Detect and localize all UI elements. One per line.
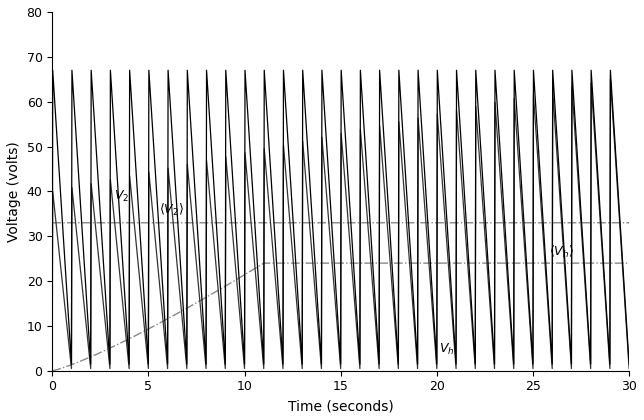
Y-axis label: Voltage (volts): Voltage (volts) xyxy=(7,141,21,242)
X-axis label: Time (seconds): Time (seconds) xyxy=(288,399,393,413)
Text: $V_h$: $V_h$ xyxy=(439,342,454,357)
Text: $\langle V_2 \rangle$: $\langle V_2 \rangle$ xyxy=(159,202,184,218)
Text: $\langle V_h \rangle$: $\langle V_h \rangle$ xyxy=(549,244,574,260)
Text: $V_2$: $V_2$ xyxy=(114,189,129,205)
